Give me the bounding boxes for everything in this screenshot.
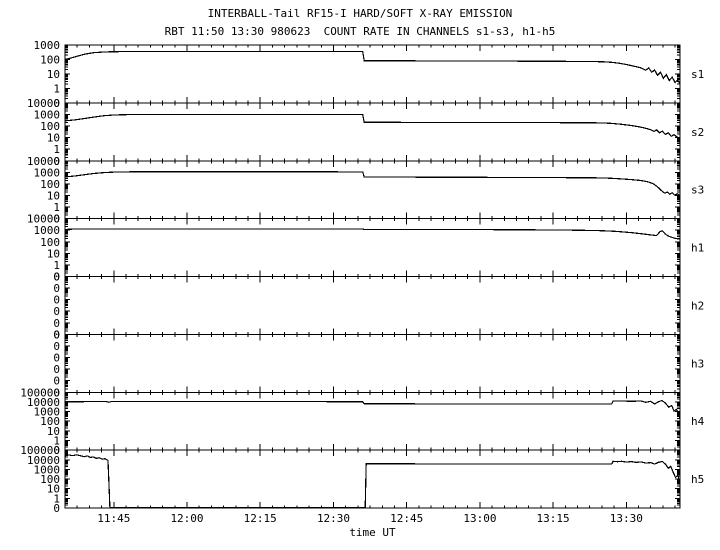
- x-ticks-h1: [76, 218, 676, 277]
- y-tick-label-h4: 0: [53, 444, 60, 457]
- panel-label-h3: h3: [691, 357, 704, 370]
- x-tick-label: 12:15: [244, 512, 277, 525]
- y-tick-label-s1: 1: [53, 82, 60, 95]
- y-tick-label-h2: 0: [53, 294, 60, 307]
- y-tick-label-h4: 100: [40, 415, 60, 428]
- y-tick-label-s2: 1000: [34, 109, 61, 122]
- x-tick-label: 11:45: [97, 512, 130, 525]
- y-tick-label-h3: 0: [53, 328, 60, 341]
- y-tick-label-h4: 1: [53, 435, 60, 448]
- x-axis-title: time UT: [349, 526, 396, 539]
- series-line-h4: [64, 399, 681, 420]
- y-tick-label-h1: 10000: [27, 213, 60, 226]
- y-tick-label-s2: 0: [53, 155, 60, 168]
- x-ticks-s2: [76, 102, 676, 161]
- y-tick-label-h1: 10: [47, 247, 60, 260]
- y-tick-label-h2: 0: [53, 328, 60, 341]
- y-tick-label-h4: 100000: [20, 386, 60, 399]
- series-line-s3: [64, 171, 681, 197]
- y-ticks-s2: [65, 102, 680, 162]
- y-tick-label-s2: 1: [53, 143, 60, 156]
- y-tick-label-s2: 10: [47, 132, 60, 145]
- series-line-s2: [64, 113, 681, 139]
- y-tick-label-s2: 10000: [27, 97, 60, 110]
- y-tick-label-h5: 10: [47, 483, 60, 496]
- y-tick-label-s3: 10000: [27, 155, 60, 168]
- y-tick-label-s3: 0: [53, 213, 60, 226]
- y-tick-label-s3: 1: [53, 201, 60, 214]
- y-ticks-s3: [65, 160, 680, 220]
- x-tick-label: 13:30: [610, 512, 643, 525]
- x-tick-label: 12:30: [317, 512, 350, 525]
- x-tick-label: 12:45: [390, 512, 423, 525]
- x-ticks-h5: [76, 450, 676, 508]
- panel-label-s3: s3: [691, 184, 704, 197]
- y-tick-label-h1: 0: [53, 271, 60, 284]
- y-tick-label-h5: 1000: [34, 463, 61, 476]
- y-ticks-h2: [65, 276, 680, 335]
- x-tick-label: 13:00: [463, 512, 496, 525]
- panel-label-h2: h2: [691, 299, 704, 312]
- panel-label-h4: h4: [691, 415, 705, 428]
- y-tick-label-s1: 0: [53, 97, 60, 110]
- y-tick-label-h5: 100000: [20, 444, 60, 457]
- y-tick-label-s3: 100: [40, 178, 60, 191]
- y-tick-label-h2: 0: [53, 271, 60, 284]
- y-tick-label-h3: 0: [53, 352, 60, 365]
- y-tick-label-h1: 1000: [34, 224, 61, 237]
- x-ticks-h3: [76, 334, 676, 393]
- y-ticks-h5: [65, 449, 680, 509]
- y-tick-label-h2: 0: [53, 282, 60, 295]
- y-tick-label-h4: 10000: [27, 396, 60, 409]
- series-line-s1: [64, 50, 681, 85]
- y-ticks-h1: [65, 218, 680, 277]
- panel-label-s1: s1: [691, 68, 704, 81]
- y-tick-label-h5: 100: [40, 473, 60, 486]
- y-tick-label-h5: 10000: [27, 454, 60, 467]
- y-tick-label-h2: 0: [53, 317, 60, 330]
- y-tick-label-h1: 1: [53, 259, 60, 272]
- x-tick-label: 13:15: [537, 512, 570, 525]
- y-tick-label-h1: 100: [40, 236, 60, 249]
- x-tick-label: 12:00: [170, 512, 203, 525]
- y-ticks-s1: [65, 44, 680, 104]
- y-ticks-h3: [65, 333, 680, 393]
- y-tick-label-s1: 100: [40, 54, 60, 67]
- x-ticks-h2: [76, 276, 676, 335]
- panel-label-h1: h1: [691, 242, 704, 255]
- y-tick-label-h3: 0: [53, 386, 60, 399]
- y-tick-label-s1: 10: [47, 68, 60, 81]
- y-tick-label-s3: 1000: [34, 166, 61, 179]
- chart-subtitle: RBT 11:50 13:30 980623 COUNT RATE IN CHA…: [164, 25, 556, 38]
- y-tick-label-h4: 1000: [34, 406, 61, 419]
- chart-title: INTERBALL-Tail RF15-I HARD/SOFT X-RAY EM…: [207, 7, 513, 20]
- y-tick-label-h4: 10: [47, 425, 60, 438]
- y-tick-label-s3: 10: [47, 190, 60, 203]
- panel-label-s2: s2: [691, 126, 704, 139]
- y-tick-label-h2: 0: [53, 305, 60, 318]
- x-ticks-h4: [76, 392, 676, 451]
- y-tick-label-h5: 0: [53, 502, 60, 515]
- x-ticks-s3: [76, 160, 676, 219]
- y-tick-label-s1: 1000: [34, 39, 61, 52]
- x-ticks-s1: [76, 45, 676, 103]
- series-line-h5: [64, 454, 681, 509]
- y-tick-label-h3: 0: [53, 375, 60, 388]
- panel-label-h5: h5: [691, 473, 704, 486]
- y-ticks-h4: [65, 391, 680, 451]
- y-tick-label-h5: 1: [53, 492, 60, 505]
- y-tick-label-s2: 100: [40, 120, 60, 133]
- y-tick-label-h3: 0: [53, 363, 60, 376]
- y-tick-label-h3: 0: [53, 340, 60, 353]
- series-line-h1: [64, 228, 681, 240]
